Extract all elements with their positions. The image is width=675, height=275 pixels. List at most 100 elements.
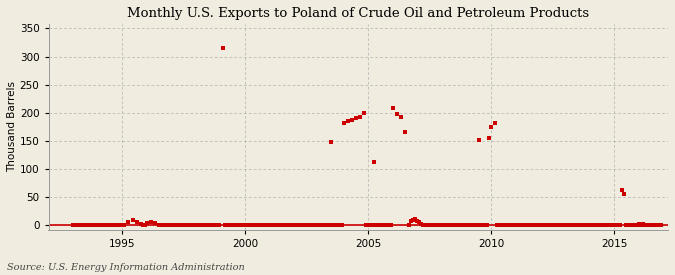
Point (643, 223, 654, 227)
Point (375, 223, 386, 227)
Point (301, 223, 312, 227)
Point (379, 223, 390, 227)
Point (154, 223, 165, 227)
Point (387, 106, 398, 111)
Point (449, 223, 460, 227)
Point (574, 223, 585, 227)
Point (117, 223, 128, 227)
Point (522, 223, 533, 227)
Point (244, 223, 254, 227)
Point (113, 223, 124, 227)
Point (176, 223, 187, 227)
Point (473, 138, 484, 142)
Point (86, 223, 97, 227)
Point (156, 223, 167, 227)
Point (303, 223, 314, 227)
Point (232, 223, 242, 227)
Point (196, 223, 207, 227)
Point (105, 223, 115, 227)
Point (572, 223, 583, 227)
Point (188, 223, 199, 227)
Point (172, 223, 183, 227)
Point (293, 223, 304, 227)
Point (267, 223, 277, 227)
Point (371, 223, 381, 227)
Point (76, 223, 86, 227)
Point (192, 223, 203, 227)
Point (558, 223, 568, 227)
Point (541, 223, 551, 227)
Point (307, 223, 318, 227)
Point (625, 223, 636, 227)
Point (598, 223, 609, 227)
Point (645, 223, 656, 227)
Point (190, 223, 201, 227)
Point (70, 223, 80, 227)
Point (166, 223, 177, 227)
Point (604, 223, 615, 227)
Point (493, 223, 504, 227)
Point (322, 223, 333, 227)
Point (564, 223, 574, 227)
Point (236, 223, 246, 227)
Point (537, 223, 547, 227)
Point (281, 223, 292, 227)
Point (475, 223, 486, 227)
Point (97, 223, 107, 227)
Point (277, 223, 288, 227)
Point (312, 223, 323, 227)
Point (580, 223, 591, 227)
Point (338, 121, 349, 125)
Point (230, 223, 240, 227)
Point (203, 223, 214, 227)
Point (547, 223, 558, 227)
Point (305, 223, 316, 227)
Point (227, 223, 238, 227)
Point (631, 223, 642, 227)
Point (252, 223, 263, 227)
Point (101, 223, 111, 227)
Point (572, 223, 583, 227)
Point (166, 223, 177, 227)
Point (82, 223, 92, 227)
Point (562, 223, 572, 227)
Point (520, 223, 531, 227)
Point (309, 223, 320, 227)
Point (332, 223, 343, 227)
Point (150, 221, 161, 225)
Point (408, 218, 418, 222)
Point (252, 223, 263, 227)
Point (459, 223, 470, 227)
Point (441, 223, 452, 227)
Point (324, 223, 335, 227)
Point (437, 223, 448, 227)
Point (512, 223, 523, 227)
Point (375, 223, 386, 227)
Point (649, 223, 660, 227)
Point (259, 223, 269, 227)
Point (68, 223, 78, 227)
Point (602, 223, 613, 227)
Point (568, 223, 578, 227)
Point (502, 223, 513, 227)
Point (443, 223, 454, 227)
Point (514, 223, 525, 227)
Point (360, 223, 371, 227)
Point (535, 223, 545, 227)
Point (287, 223, 298, 227)
Point (190, 223, 201, 227)
Point (545, 223, 556, 227)
Point (184, 223, 195, 227)
Point (610, 223, 621, 227)
Point (431, 223, 441, 227)
Point (465, 223, 476, 227)
Point (457, 223, 468, 227)
Point (653, 223, 664, 227)
Point (373, 223, 384, 227)
Point (432, 223, 443, 227)
Point (506, 223, 517, 227)
Point (504, 223, 515, 227)
Point (469, 223, 480, 227)
Point (484, 136, 495, 140)
Point (283, 223, 294, 227)
